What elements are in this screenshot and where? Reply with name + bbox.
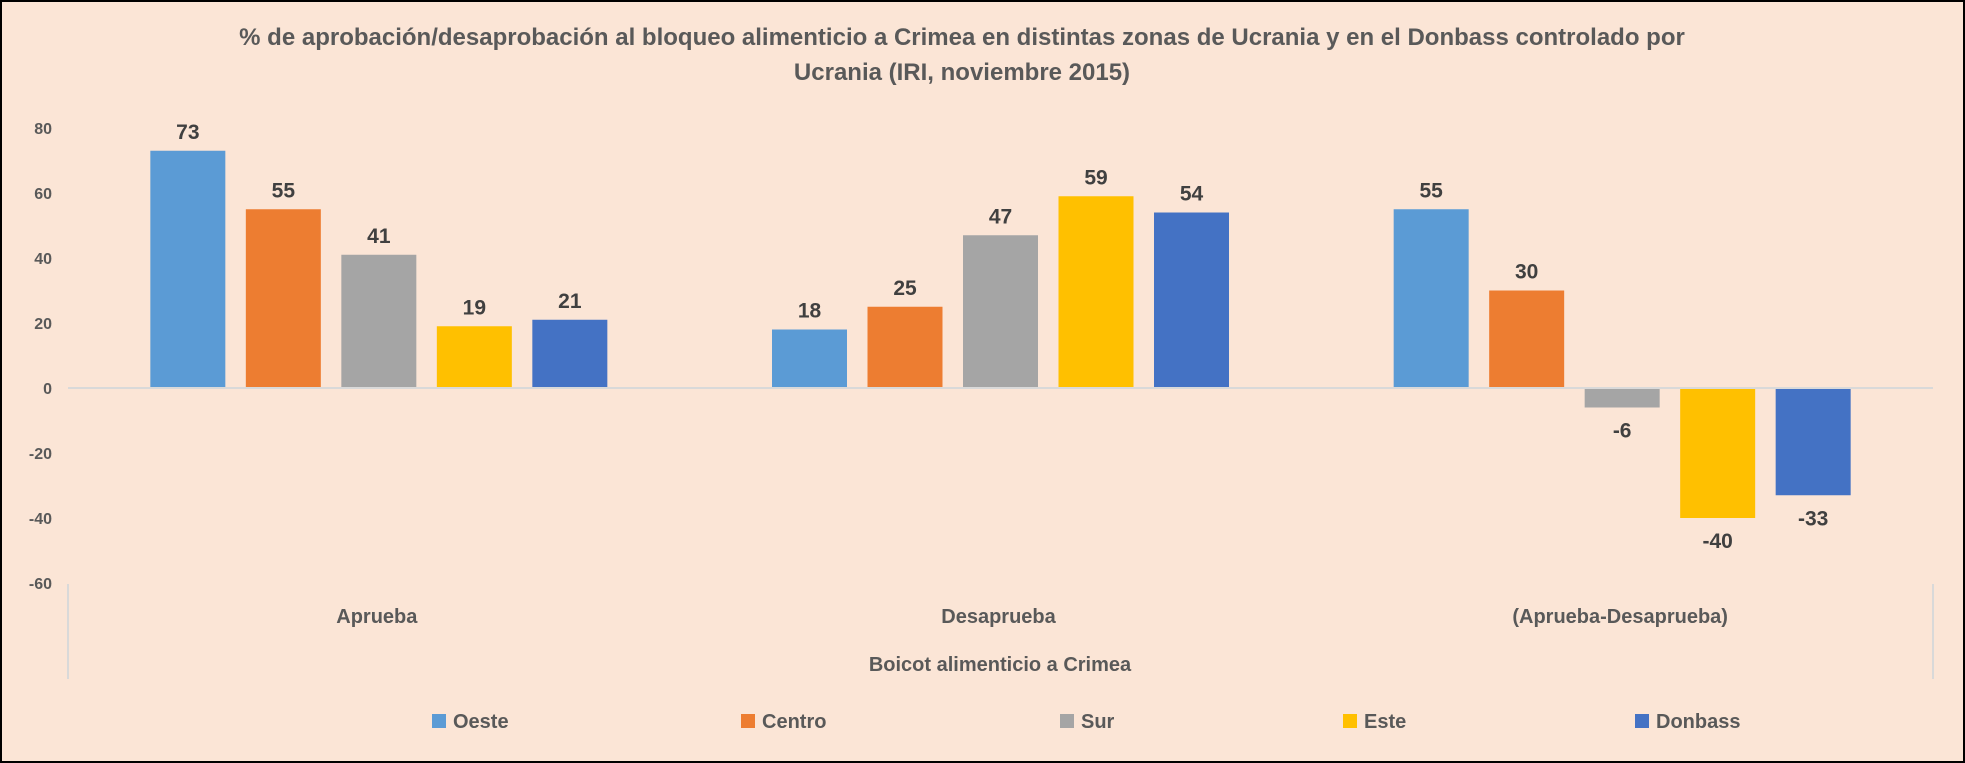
bar-centro-3 [1489, 290, 1565, 388]
chart-title-line-1: % de aprobación/desaprobación al bloqueo… [239, 24, 1685, 51]
bar-sur-2 [963, 235, 1038, 388]
legend-item-este: Este [1343, 711, 1406, 733]
bar-sur-3 [1584, 388, 1660, 408]
bar-centro-1 [245, 209, 321, 388]
chart-title-line-2: Ucrania (IRI, noviembre 2015) [794, 59, 1130, 86]
x-category-label: (Aprueba-Desaprueba) [1512, 606, 1728, 628]
data-label: 73 [176, 121, 199, 144]
data-label: 55 [272, 179, 296, 202]
x-category-label: Aprueba [336, 606, 418, 628]
legend-swatch [1343, 714, 1357, 728]
bar-donbass-2 [1154, 212, 1229, 388]
bar-este-3 [1680, 388, 1756, 518]
y-tick-label: 40 [34, 251, 52, 268]
legend-swatch [741, 714, 755, 728]
bar-sur-1 [341, 254, 417, 388]
legend-item-centro: Centro [741, 711, 826, 733]
data-label: 18 [798, 300, 822, 323]
legend-label: Este [1364, 711, 1406, 733]
data-label: 21 [558, 290, 582, 313]
legend-label: Centro [762, 711, 826, 733]
legend-swatch [432, 714, 446, 728]
legend-swatch [1060, 714, 1074, 728]
x-axis-title: Boicot alimenticio a Crimea [869, 654, 1132, 676]
bar-oeste-1 [150, 150, 226, 388]
data-label: 41 [367, 225, 391, 248]
y-tick-label: -60 [29, 576, 52, 593]
data-label: 47 [989, 205, 1012, 228]
x-category-label: Desaprueba [941, 606, 1056, 628]
legend-label: Oeste [453, 711, 509, 733]
y-tick-label: 60 [34, 186, 52, 203]
legend-label: Donbass [1656, 711, 1740, 733]
data-label: 55 [1419, 179, 1443, 202]
data-label: 59 [1084, 166, 1107, 189]
legend-item-donbass: Donbass [1635, 711, 1740, 733]
bar-donbass-3 [1775, 388, 1851, 496]
y-tick-label: 80 [34, 121, 52, 138]
data-label: 30 [1515, 261, 1538, 284]
bar-donbass-1 [532, 319, 608, 388]
y-tick-label: -40 [29, 511, 52, 528]
data-label: -33 [1798, 507, 1828, 530]
legend: Oeste Centro Sur Este Donbass [432, 711, 1740, 733]
y-tick-label: 0 [43, 381, 52, 398]
bar-oeste-2 [772, 329, 847, 388]
legend-item-sur: Sur [1060, 711, 1115, 733]
data-label: 19 [463, 296, 486, 319]
bars [150, 150, 1851, 518]
y-tick-label: -20 [29, 446, 52, 463]
y-tick-label: 20 [34, 316, 52, 333]
data-label: -6 [1613, 420, 1632, 443]
bar-este-1 [436, 326, 512, 388]
data-labels: 73 55 41 19 21 18 25 47 59 54 55 30 -6 -40 -33 [176, 121, 1828, 553]
legend-swatch [1635, 714, 1649, 728]
chart-title: % de aprobación/desaprobación al bloqueo… [239, 24, 1685, 86]
data-label: -40 [1702, 530, 1732, 553]
bar-este-2 [1058, 196, 1134, 388]
data-label: 54 [1180, 183, 1204, 206]
legend-item-oeste: Oeste [432, 711, 509, 733]
bar-oeste-3 [1393, 209, 1469, 388]
legend-label: Sur [1081, 711, 1115, 733]
bar-centro-2 [867, 306, 943, 388]
data-label: 25 [893, 277, 917, 300]
y-axis: 80 60 40 20 0 -20 -40 -60 [29, 121, 52, 593]
x-axis-categories: Aprueba Desaprueba (Aprueba-Desaprueba) [336, 606, 1728, 628]
